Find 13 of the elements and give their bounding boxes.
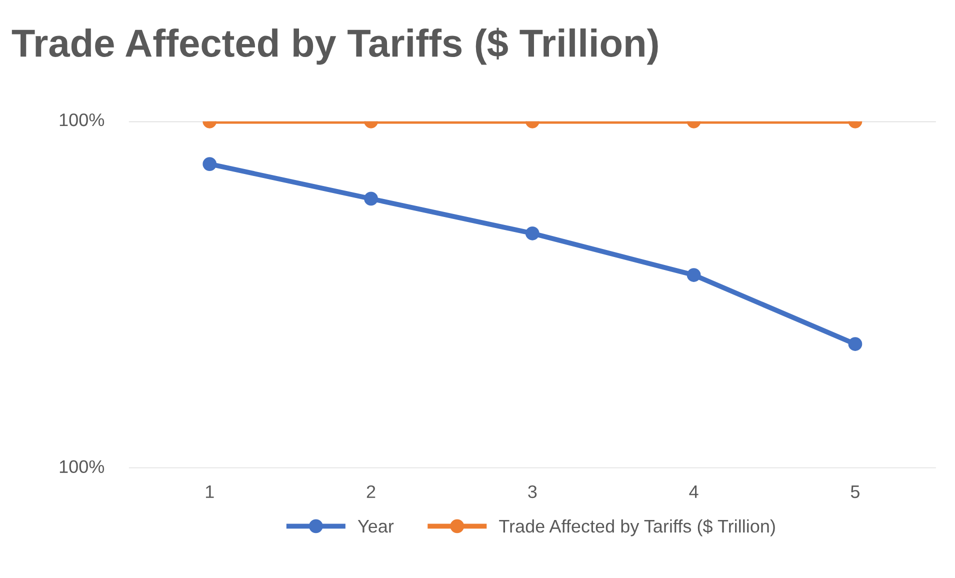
x-tick-label: 4: [689, 486, 698, 498]
x-tick-label: 1: [206, 486, 214, 498]
point: [848, 337, 862, 351]
legend-label: Trade Affected by Tariffs ($ Trillion): [499, 519, 775, 536]
point: [686, 268, 701, 282]
x-tick-label: 5: [850, 486, 860, 498]
text: 100%: [60, 113, 104, 126]
point: [525, 226, 540, 240]
chart-title: Trade Affected by Tariffs ($ Trillion): [12, 28, 658, 65]
x-tick-label: 3: [528, 485, 537, 498]
legend-label: Year: [358, 520, 394, 533]
x-tick-label: 2: [366, 485, 376, 498]
text: 100%: [60, 460, 104, 474]
